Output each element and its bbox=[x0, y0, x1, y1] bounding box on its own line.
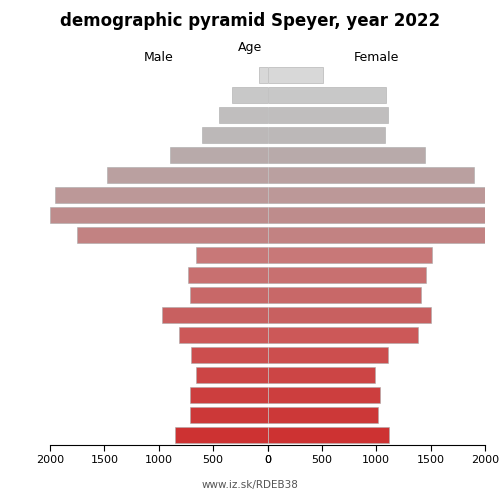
Bar bbox=[268, 387, 380, 403]
Bar bbox=[106, 167, 268, 183]
Bar bbox=[190, 287, 268, 303]
X-axis label: Female: Female bbox=[354, 51, 399, 64]
Bar bbox=[268, 247, 432, 263]
Bar bbox=[259, 67, 268, 83]
Bar bbox=[170, 147, 268, 163]
Bar bbox=[188, 267, 268, 283]
Bar bbox=[268, 367, 375, 383]
Bar bbox=[192, 347, 268, 363]
Bar bbox=[268, 407, 378, 423]
Bar bbox=[196, 367, 268, 383]
Bar bbox=[268, 207, 492, 223]
Bar bbox=[162, 307, 268, 323]
Text: Age: Age bbox=[238, 41, 262, 54]
Bar bbox=[268, 227, 486, 243]
Bar bbox=[190, 407, 268, 423]
Bar bbox=[268, 307, 430, 323]
Bar bbox=[268, 427, 390, 443]
Bar bbox=[218, 107, 268, 123]
X-axis label: Male: Male bbox=[144, 51, 174, 64]
Bar bbox=[268, 187, 492, 203]
Bar bbox=[56, 187, 268, 203]
Bar bbox=[268, 67, 323, 83]
Bar bbox=[50, 207, 268, 223]
Bar bbox=[268, 287, 421, 303]
Bar bbox=[268, 127, 385, 143]
Bar bbox=[268, 167, 474, 183]
Bar bbox=[268, 347, 388, 363]
Bar bbox=[268, 267, 426, 283]
Text: demographic pyramid Speyer, year 2022: demographic pyramid Speyer, year 2022 bbox=[60, 12, 440, 30]
Bar bbox=[202, 127, 268, 143]
Bar bbox=[268, 87, 386, 103]
Bar bbox=[268, 327, 418, 343]
Bar bbox=[268, 147, 425, 163]
Bar bbox=[190, 387, 268, 403]
Bar bbox=[232, 87, 268, 103]
Text: www.iz.sk/RDEB38: www.iz.sk/RDEB38 bbox=[202, 480, 298, 490]
Bar bbox=[196, 247, 268, 263]
Bar bbox=[77, 227, 268, 243]
Bar bbox=[180, 327, 268, 343]
Bar bbox=[175, 427, 268, 443]
Bar bbox=[268, 107, 388, 123]
